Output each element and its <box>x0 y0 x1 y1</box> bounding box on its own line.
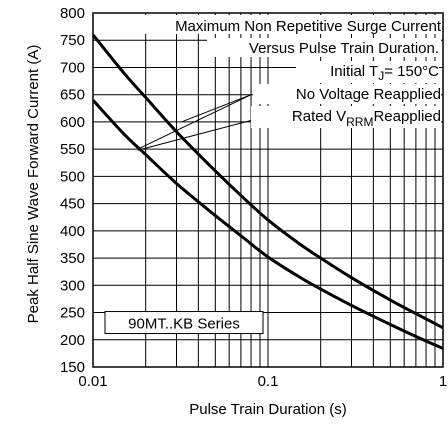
x-tick-label: 1 <box>439 373 447 390</box>
annotation-rated-post: Reapplied <box>373 108 441 125</box>
annotation-rated-sub: RRM <box>346 115 373 129</box>
annotation-rated-pre: Rated V <box>292 108 346 125</box>
y-tick-label: 200 <box>60 332 85 349</box>
y-axis-title: Peak Half Sine Wave Forward Current (A) <box>25 45 42 324</box>
leader-no-voltage-upper <box>181 94 252 123</box>
annotation-rated: Rated VRRMReapplied <box>292 108 441 129</box>
y-tick-label: 500 <box>60 168 85 185</box>
x-tick-label: 0.01 <box>78 373 107 390</box>
y-tick-label: 800 <box>60 5 85 22</box>
series-label-bg <box>104 311 264 335</box>
series-label: 90MT..KB Series <box>128 316 240 333</box>
annotation-line4-bg <box>253 84 441 104</box>
series-curve-1 <box>91 33 444 330</box>
annotation-line2: Versus Pulse Train Duration. <box>249 40 439 57</box>
annotation-no-voltage: No Voltage Reapplied <box>296 86 441 103</box>
annotation-line3-bg <box>296 61 439 83</box>
y-tick-label: 150 <box>60 359 85 376</box>
annotation-tj-pre: Initial T <box>330 63 378 80</box>
y-tick-label: 250 <box>60 305 85 322</box>
y-tick-label: 400 <box>60 223 85 240</box>
annotation-line1-bg <box>118 15 440 34</box>
annotation-leaders <box>137 94 256 151</box>
curves <box>91 33 444 350</box>
y-tick-label: 350 <box>60 250 85 267</box>
leader-no-voltage-lower <box>137 94 252 150</box>
x-tick-label: 0.1 <box>258 373 279 390</box>
tick-labels: 150 200 250 300 350 400 450 500 550 600 650 700 750 8… <box>60 5 447 390</box>
series-curve-2 <box>91 99 444 350</box>
y-tick-label: 750 <box>60 32 85 49</box>
y-tick-label: 600 <box>60 114 85 131</box>
leader-rated <box>137 118 256 151</box>
y-tick-label: 700 <box>60 59 85 76</box>
y-tick-label: 650 <box>60 87 85 104</box>
annotation-tj-post: = 150°C <box>384 63 439 80</box>
x-axis-title: Pulse Train Duration (s) <box>189 401 347 418</box>
y-tick-label: 300 <box>60 277 85 294</box>
y-tick-label: 550 <box>60 141 85 158</box>
annotation-line2-bg <box>207 38 441 57</box>
y-tick-label: 450 <box>60 196 85 213</box>
annotation-line1: Maximum Non Repetitive Surge Current <box>175 18 442 35</box>
series-label-box: 90MT..KB Series <box>104 311 264 335</box>
annotation-tj: Initial TJ= 150°C <box>330 63 439 83</box>
annotation-tj-sub: J <box>378 69 384 83</box>
annotation-line5-bg <box>251 106 441 128</box>
annotation-block: Maximum Non Repetitive Surge Current Ver… <box>118 15 442 129</box>
